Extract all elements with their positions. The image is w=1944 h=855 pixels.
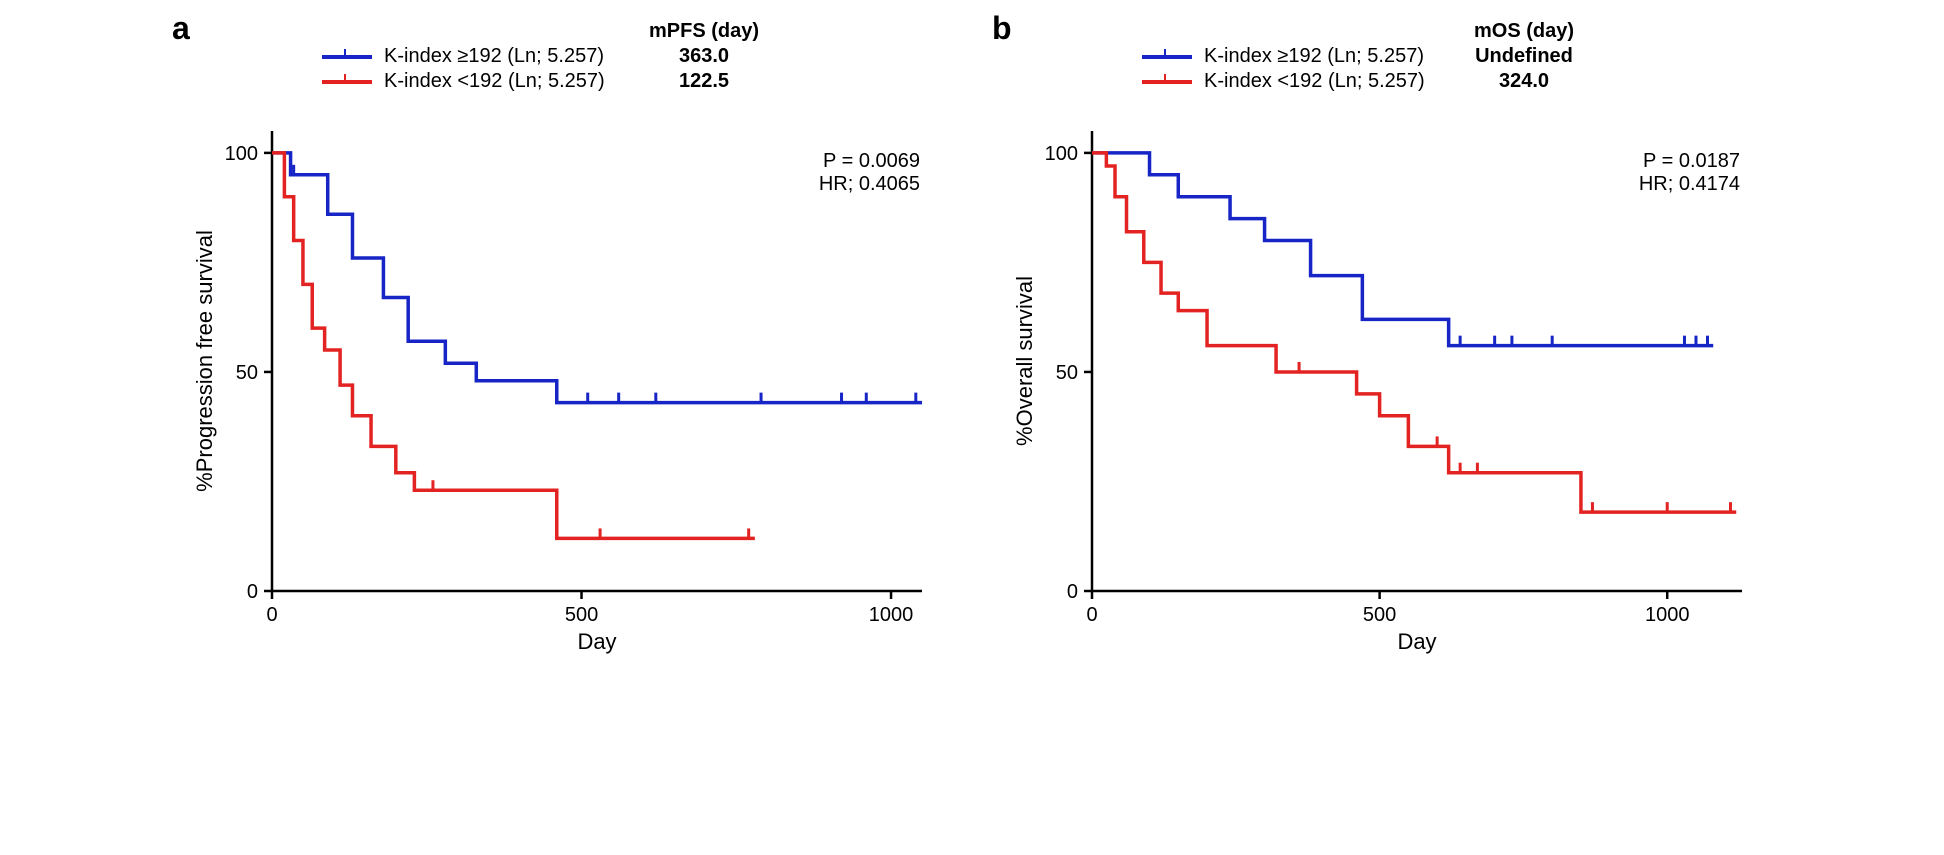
- legend-swatch: [1142, 80, 1192, 84]
- legend-block: mPFS (day)K-index ≥192 (Ln; 5.257)363.0K…: [322, 20, 942, 93]
- metric-value: 363.0: [634, 45, 774, 68]
- ytick-label: 0: [1067, 581, 1078, 603]
- legend-text: K-index <192 (Ln; 5.257): [384, 70, 634, 93]
- x-axis-label: Day: [1397, 629, 1436, 654]
- legend-swatch: [322, 80, 372, 84]
- legend-row: K-index ≥192 (Ln; 5.257)363.0: [322, 45, 942, 68]
- legend-swatch: [322, 55, 372, 59]
- ytick-label: 50: [236, 362, 258, 384]
- y-axis-label: %Overall survival: [1012, 276, 1037, 446]
- xtick-label: 500: [565, 604, 598, 626]
- ytick-label: 0: [247, 581, 258, 603]
- x-axis-label: Day: [577, 629, 616, 654]
- km-curve: [272, 153, 755, 539]
- stats-block: P = 0.0187HR; 0.4174: [1639, 150, 1740, 196]
- legend-text: K-index ≥192 (Ln; 5.257): [384, 45, 634, 68]
- metric-value: 324.0: [1454, 70, 1594, 93]
- hazard-ratio: HR; 0.4174: [1639, 173, 1740, 196]
- panel-label-a: a: [172, 10, 190, 47]
- metric-value: Undefined: [1454, 45, 1594, 68]
- figure-container: amPFS (day)K-index ≥192 (Ln; 5.257)363.0…: [20, 20, 1924, 661]
- xtick-label: 0: [1086, 604, 1097, 626]
- ytick-label: 100: [1045, 143, 1078, 165]
- xtick-label: 500: [1363, 604, 1396, 626]
- panel-label-b: b: [992, 10, 1012, 47]
- panel-a: amPFS (day)K-index ≥192 (Ln; 5.257)363.0…: [182, 20, 942, 661]
- km-curve: [1092, 153, 1713, 346]
- stats-block: P = 0.0069HR; 0.4065: [819, 150, 920, 196]
- xtick-label: 1000: [869, 604, 914, 626]
- ytick-label: 100: [225, 143, 258, 165]
- hazard-ratio: HR; 0.4065: [819, 173, 920, 196]
- legend-row: K-index <192 (Ln; 5.257)324.0: [1142, 70, 1762, 93]
- legend-swatch: [1142, 55, 1192, 59]
- metric-value: 122.5: [634, 70, 774, 93]
- metric-header: mPFS (day): [634, 20, 774, 43]
- legend-text: K-index ≥192 (Ln; 5.257): [1204, 45, 1454, 68]
- metric-header: mOS (day): [1454, 20, 1594, 43]
- y-axis-label: %Progression free survival: [192, 230, 217, 492]
- p-value: P = 0.0187: [1639, 150, 1740, 173]
- panel-b: bmOS (day)K-index ≥192 (Ln; 5.257)Undefi…: [1002, 20, 1762, 661]
- xtick-label: 1000: [1645, 604, 1690, 626]
- legend-row: K-index ≥192 (Ln; 5.257)Undefined: [1142, 45, 1762, 68]
- legend-block: mOS (day)K-index ≥192 (Ln; 5.257)Undefin…: [1142, 20, 1762, 93]
- p-value: P = 0.0069: [819, 150, 920, 173]
- km-curve: [1092, 153, 1736, 512]
- ytick-label: 50: [1056, 362, 1078, 384]
- legend-text: K-index <192 (Ln; 5.257): [1204, 70, 1454, 93]
- xtick-label: 0: [266, 604, 277, 626]
- legend-row: K-index <192 (Ln; 5.257)122.5: [322, 70, 942, 93]
